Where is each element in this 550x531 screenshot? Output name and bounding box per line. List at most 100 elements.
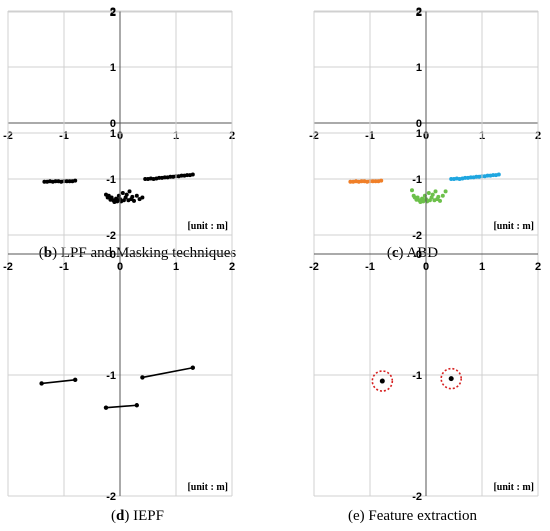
data-point-b-s0 (64, 179, 69, 184)
feature-point-1 (448, 376, 454, 382)
caption-c: (c) ABD (386, 245, 439, 261)
data-point-c-s1 (436, 194, 441, 199)
data-point-b-s0 (185, 173, 190, 178)
data-point-c-s0 (348, 179, 353, 184)
data-point-c-s1 (438, 198, 442, 203)
data-point-c-s1 (443, 189, 448, 194)
data-point-c-s2 (449, 177, 454, 181)
data-point-b-s0 (42, 179, 47, 184)
data-point-c-s1 (421, 199, 426, 204)
x-tick-label-d: 1 (173, 261, 179, 273)
data-point-c-s1 (426, 191, 431, 195)
data-point-c-s2 (468, 175, 473, 180)
x-tick-label-e: -1 (365, 261, 375, 273)
segment-endpoint-d (103, 405, 109, 410)
data-point-c-s1 (430, 192, 435, 197)
data-point-b-s0 (162, 175, 167, 180)
y-tick-label-b: 0 (110, 118, 116, 130)
y-tick-label-e: -2 (412, 491, 422, 503)
y-tick-label-d: 2 (110, 7, 116, 19)
x-tick-label-e: -2 (309, 261, 319, 273)
feature-ring-1 (440, 367, 463, 390)
caption-e: (e) Feature extraction (347, 508, 478, 524)
data-point-b-s0 (67, 179, 72, 184)
y-tick-label-d: -1 (106, 370, 116, 382)
y-tick-label-e: 2 (416, 7, 422, 19)
y-tick-label-b: -2 (106, 230, 116, 242)
data-point-b-s0 (73, 178, 78, 183)
x-tick-label-d: -1 (59, 261, 69, 273)
y-tick-label-d: -2 (106, 491, 116, 503)
line-segment-d-1 (105, 404, 137, 409)
data-point-b-s0 (140, 195, 145, 200)
data-point-b-s0 (190, 172, 195, 177)
data-point-b-s0 (157, 175, 162, 180)
segment-endpoint-d (190, 365, 195, 370)
caption-b-letter: b (43, 245, 53, 261)
data-point-c-s1 (433, 189, 438, 194)
caption-d: (d) IEPF (111, 508, 164, 524)
x-tick-label-e: 1 (479, 261, 485, 273)
data-point-c-s0 (359, 179, 364, 184)
data-point-c-s0 (370, 179, 375, 184)
x-tick-label-e: 2 (535, 261, 541, 273)
segment-endpoint-d (73, 377, 78, 383)
data-point-c-s2 (496, 172, 501, 177)
data-point-b-s0 (132, 198, 136, 203)
y-tick-label-e: -1 (412, 370, 422, 382)
segment-endpoint-d (140, 375, 145, 380)
data-point-c-s2 (485, 173, 490, 178)
data-point-c-s1 (410, 188, 414, 193)
data-point-b-s0 (120, 191, 125, 195)
data-point-c-s0 (379, 178, 384, 183)
data-point-b-s0 (168, 174, 173, 179)
data-point-c-s0 (373, 179, 378, 184)
feature-ring-0 (371, 370, 394, 392)
unit-label-e: [unit : m] (493, 482, 534, 493)
data-point-b-s0 (179, 173, 184, 178)
data-point-c-s2 (463, 175, 468, 180)
y-tick-label-b: -1 (106, 174, 116, 186)
y-tick-label-d: 1 (110, 128, 116, 140)
data-point-b-s0 (134, 193, 139, 198)
line-segment-d-0 (41, 379, 76, 385)
x-tick-label-e: 0 (423, 261, 429, 273)
caption-e-letter: e (352, 508, 360, 524)
segment-endpoint-d (134, 403, 139, 408)
data-point-c-s2 (474, 174, 479, 179)
caption-b-text: LPF and Masking techniques (57, 245, 237, 261)
x-tick-label-d: 2 (229, 261, 235, 273)
caption-c-text: ABD (403, 245, 439, 261)
y-tick-label-c: 0 (416, 118, 422, 130)
data-point-c-s1 (440, 193, 445, 198)
segment-endpoint-d (39, 381, 44, 386)
data-point-b-s0 (130, 194, 135, 199)
caption-c-letter: c (391, 245, 399, 261)
data-point-b-s0 (143, 177, 148, 181)
caption-e-text: Feature extraction (364, 508, 478, 524)
y-tick-label-d: 0 (110, 249, 116, 261)
y-tick-label-c: 1 (416, 62, 422, 74)
line-segment-d-2 (142, 366, 193, 379)
y-tick-label-e: 1 (416, 128, 422, 140)
y-tick-label-b: 1 (110, 62, 116, 74)
unit-label-d: [unit : m] (187, 482, 228, 493)
data-point-b-s0 (127, 189, 132, 194)
x-tick-label-d: -2 (3, 261, 13, 273)
unit-label-b: [unit : m] (187, 221, 228, 232)
caption-b: (b) LPF and Masking techniques (38, 245, 237, 261)
data-point-b-s0 (124, 192, 129, 197)
data-point-c-s2 (491, 173, 496, 178)
caption-d-text: IEPF (129, 508, 164, 524)
feature-point-0 (379, 378, 385, 384)
data-point-b-s0 (53, 179, 58, 184)
y-tick-label-c: -1 (412, 174, 422, 186)
x-tick-label-d: 0 (117, 261, 123, 273)
data-point-b-s0 (115, 199, 120, 204)
y-tick-label-e: 0 (416, 249, 422, 261)
